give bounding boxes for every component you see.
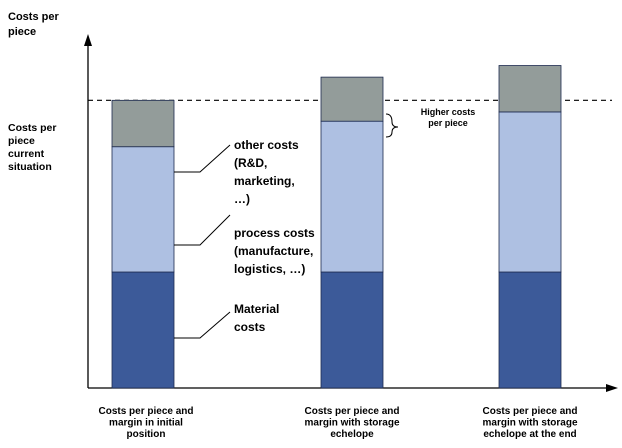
- bar-1-material-segment: [111, 271, 175, 389]
- bar-1-other-segment: [111, 99, 175, 148]
- y-axis-label-line-0: Costs per: [8, 11, 59, 23]
- bar-2-other-segment: [320, 76, 384, 122]
- reference-line-label: Costs per piece current situation: [8, 122, 56, 173]
- reference-line-label-line-1: piece: [8, 135, 35, 147]
- annotation-process-costs: process costs (manufacture, logistics, …): [234, 226, 315, 276]
- higher-costs-bracket: [385, 113, 399, 138]
- x-tick-label-1: Costs per piece and margin in initial posi…: [98, 406, 193, 440]
- bar-3-other-segment: [498, 65, 562, 113]
- annotation-material-costs: Material costs: [234, 302, 279, 334]
- annotation-other-line-1: (R&D,: [234, 156, 267, 170]
- y-axis-label: Costs per piece: [8, 11, 59, 38]
- bar-3-material-segment: [498, 271, 562, 389]
- x-tick-label-2: Costs per piece and margin with storage ec…: [304, 406, 399, 440]
- bar-1-process-segment: [111, 146, 175, 273]
- x-tick-label-3-line-2: echelope at the end: [483, 429, 576, 440]
- annotation-material-line-0: Material: [234, 302, 279, 316]
- x-tick-label-3-line-1: margin with storage: [482, 418, 577, 429]
- annotation-other-line-0: other costs: [234, 138, 299, 152]
- annotation-other-leader: [174, 144, 231, 173]
- bar-2-material-segment: [320, 271, 384, 389]
- x-tick-label-3: Costs per piece and margin with storage ec…: [482, 406, 577, 440]
- annotation-process-line-1: (manufacture,: [234, 244, 313, 258]
- x-tick-label-3-line-0: Costs per piece and: [482, 406, 577, 417]
- annotation-other-line-2: marketing,: [234, 174, 295, 188]
- annotation-process-group: process costs (manufacture, logistics, …): [174, 214, 315, 276]
- x-tick-label-2-line-1: margin with storage: [304, 418, 399, 429]
- annotation-process-line-2: logistics, …): [234, 262, 305, 276]
- x-tick-label-1-line-1: margin in initial: [109, 418, 183, 429]
- x-axis-arrow: [606, 384, 618, 392]
- x-tick-labels: Costs per piece and margin in initial posi…: [98, 406, 577, 440]
- y-axis-label-line-1: piece: [8, 26, 36, 38]
- annotation-other-costs: other costs (R&D, marketing, …): [234, 138, 299, 206]
- annotation-higher-line-1: per piece: [428, 118, 468, 128]
- annotation-other-group: other costs (R&D, marketing, …): [174, 138, 299, 206]
- bars: [111, 65, 562, 389]
- annotation-higher-group: Higher costs per piece: [385, 107, 476, 138]
- annotation-material-line-1: costs: [234, 320, 266, 334]
- y-axis-arrow: [84, 34, 92, 46]
- annotation-other-line-3: …): [234, 192, 250, 206]
- reference-line-label-line-0: Costs per: [8, 122, 56, 134]
- x-tick-label-2-line-2: echelope: [330, 429, 374, 440]
- annotation-higher-costs: Higher costs per piece: [421, 107, 476, 128]
- bar-2-process-segment: [320, 120, 384, 273]
- annotation-higher-line-0: Higher costs: [421, 107, 476, 117]
- bar-3-process-segment: [498, 111, 562, 273]
- reference-line-label-line-3: situation: [8, 161, 52, 173]
- reference-line-label-line-2: current: [8, 148, 45, 160]
- annotation-material-leader: [174, 311, 231, 339]
- x-tick-label-2-line-0: Costs per piece and: [304, 406, 399, 417]
- annotation-process-line-0: process costs: [234, 226, 315, 240]
- x-tick-label-1-line-2: position: [127, 429, 166, 440]
- x-tick-label-1-line-0: Costs per piece and: [98, 406, 193, 417]
- annotation-material-group: Material costs: [174, 302, 279, 339]
- annotation-process-leader: [174, 214, 231, 246]
